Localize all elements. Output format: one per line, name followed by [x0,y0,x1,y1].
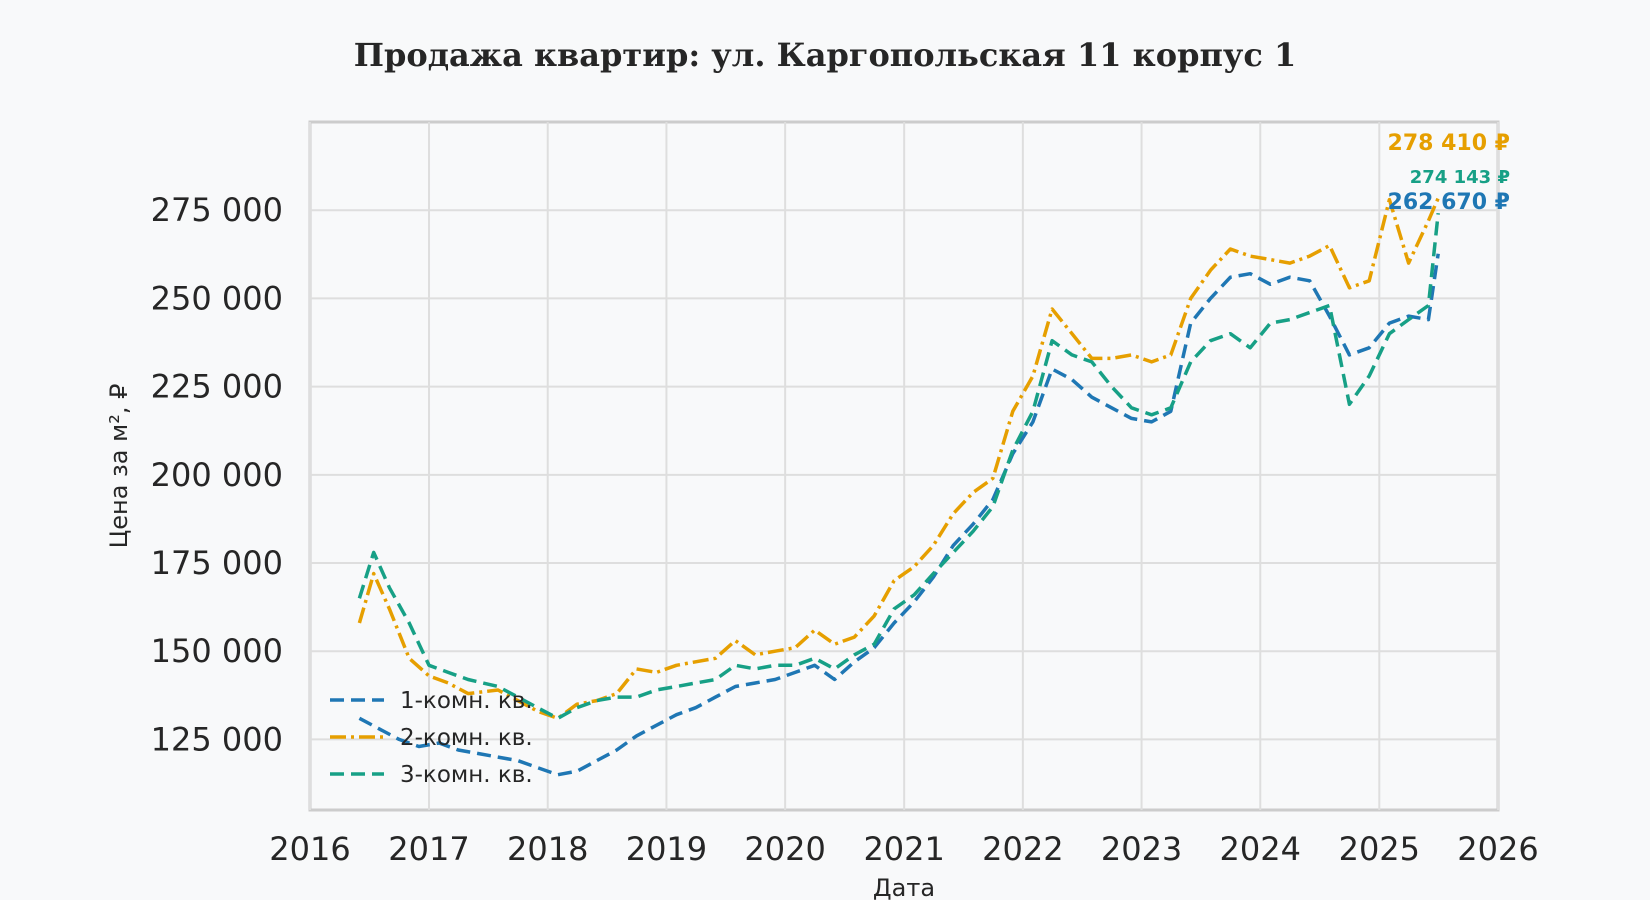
end-value-label: 262 670 ₽ [1388,190,1510,215]
legend: 1-комн. кв. 2-комн. кв. 3-комн. кв. [330,688,533,788]
end-labels: 278 410 ₽ 274 143 ₽262 670 ₽ [1388,131,1510,215]
legend-label: 1-комн. кв. [400,688,533,714]
legend-label: 3-комн. кв. [400,762,533,788]
grid [309,122,1499,810]
x-axis-label: Дата [873,874,935,900]
end-value-label: 278 410 ₽ [1388,131,1510,156]
x-axis-ticks: 2016 2017 2018 2019 2020 2021 2022 2023 2024 2025… [269,830,1538,868]
x-tick-label: 2016 [269,830,350,868]
y-tick-label: 275 000 [151,191,283,229]
x-tick-label: 2021 [863,830,944,868]
x-tick-label: 2025 [1339,830,1420,868]
end-value-label: 274 143 ₽ [1410,167,1510,188]
series-line-1 [358,253,1440,777]
y-tick-label: 125 000 [151,720,283,758]
y-axis-label: Цена за м², ₽ [105,384,133,549]
series-line-3 [357,213,1440,721]
x-tick-label: 2026 [1457,830,1538,868]
y-tick-label: 225 000 [151,368,283,406]
y-tick-label: 200 000 [151,456,283,494]
x-tick-label: 2022 [982,830,1063,868]
x-tick-label: 2017 [388,830,469,868]
x-tick-label: 2018 [507,830,588,868]
y-axis-ticks: 125 000 150 000 175 000 200 000 225 000 250 0… [151,191,283,758]
chart-title: Продажа квартир: ул. Каргопольская 11 ко… [353,36,1297,74]
series-line-2 [357,197,1440,721]
series-layer [357,197,1440,777]
x-tick-label: 2024 [1220,830,1301,868]
y-tick-label: 150 000 [151,632,283,670]
y-tick-label: 250 000 [151,279,283,317]
x-tick-label: 2020 [744,830,825,868]
legend-label: 2-комн. кв. [400,725,533,751]
x-tick-label: 2023 [1101,830,1182,868]
y-tick-label: 175 000 [151,544,283,582]
x-tick-label: 2019 [626,830,707,868]
